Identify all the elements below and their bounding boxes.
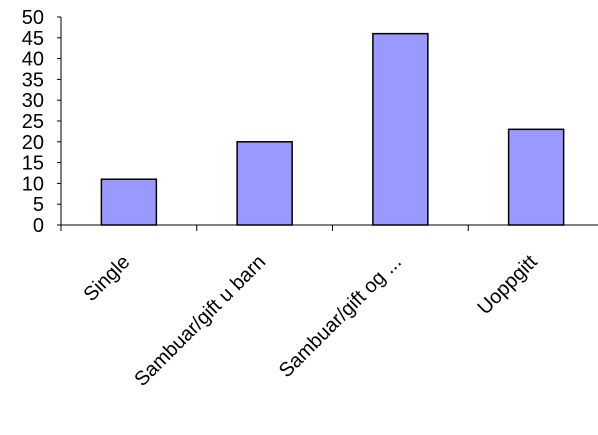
bar — [372, 32, 429, 226]
x-tick-label: Sambuar/gift og ... — [275, 251, 406, 382]
x-tick-label: Sambuar/gift u barn — [130, 251, 270, 391]
y-tick-label: 30 — [22, 90, 44, 112]
bars — [100, 32, 565, 226]
y-tick-label: 10 — [22, 173, 44, 195]
y-tick-label: 50 — [22, 7, 44, 29]
x-tick-label: Single — [80, 251, 135, 306]
y-tick-label: 15 — [22, 153, 44, 175]
y-tick-label: 25 — [22, 111, 44, 133]
x-tick-label: Uoppgitt — [473, 251, 542, 320]
y-tick-label: 5 — [33, 194, 44, 216]
y-tick-label: 0 — [33, 215, 44, 237]
y-tick-label: 40 — [22, 49, 44, 71]
bar — [100, 178, 158, 226]
y-tick-label: 45 — [22, 28, 44, 50]
y-tick-label: 35 — [22, 69, 44, 91]
y-tick-label: 20 — [22, 132, 44, 154]
bar — [236, 141, 293, 226]
bar — [507, 128, 565, 226]
